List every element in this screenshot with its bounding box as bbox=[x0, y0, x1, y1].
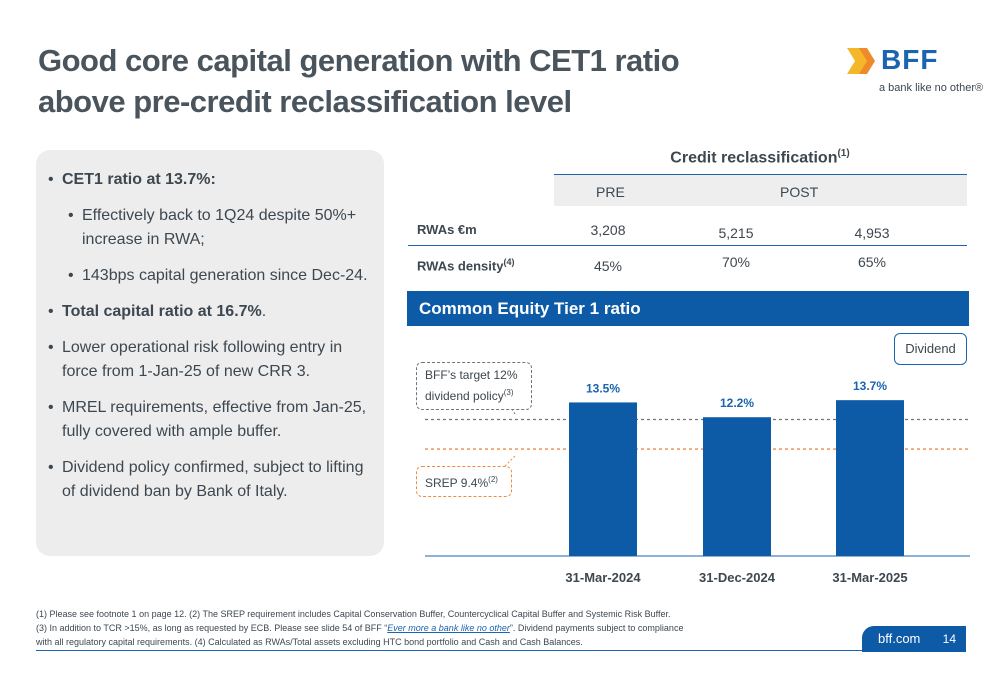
bullet-total-capital: Total capital ratio at 16.7%. bbox=[46, 300, 376, 324]
cet1-chart-svg: 13.5% 31-Mar-2024 12.2% 31-Dec-2024 13.7% 31-… bbox=[425, 379, 970, 585]
cell-rwas-post-mar: 4,953 bbox=[854, 225, 890, 241]
x-tick-31-Mar-2024: 31-Mar-2024 bbox=[565, 570, 641, 585]
cell-rwas-post-dec: 5,215 bbox=[718, 225, 754, 241]
footer-site-link[interactable]: bff.com bbox=[878, 631, 921, 646]
bullet-mrel: MREL requirements, effective from Jan-25… bbox=[46, 396, 376, 444]
cell-density-post-mar: 65% bbox=[857, 254, 887, 270]
title-line-2: above pre-credit reclassification level bbox=[38, 84, 572, 119]
title-line-1: Good core capital generation with CET1 r… bbox=[38, 43, 680, 78]
x-tick-31-Dec-2024: 31-Dec-2024 bbox=[699, 570, 776, 585]
cell-rwas-pre: 3,208 bbox=[590, 222, 626, 238]
data-label-31-Dec-2024: 12.2% bbox=[720, 396, 754, 410]
section-band-cet1: Common Equity Tier 1 ratio bbox=[407, 291, 969, 326]
footer-rule bbox=[36, 650, 966, 651]
bar-31-Mar-2024 bbox=[569, 402, 637, 556]
bff-logo: BFF a bank like no other® bbox=[845, 44, 983, 104]
legend-dividend: Dividend bbox=[894, 333, 967, 365]
cell-density-pre: 45% bbox=[593, 258, 623, 274]
table-row-rule bbox=[408, 245, 967, 246]
bff-logo-mark-icon bbox=[847, 48, 875, 74]
bullet-cet1: CET1 ratio at 13.7%: bbox=[46, 168, 376, 192]
bar-31-Dec-2024 bbox=[703, 417, 771, 556]
bullet-dividend-policy: Dividend policy confirmed, subject to li… bbox=[46, 456, 376, 504]
table-title: Credit reclassification(1) bbox=[670, 148, 850, 167]
bullet-cet1-back-to-1q24: Effectively back to 1Q24 despite 50%+ in… bbox=[66, 204, 376, 252]
logo-tagline: a bank like no other® bbox=[879, 82, 984, 94]
x-tick-31-Mar-2025: 31-Mar-2025 bbox=[832, 570, 907, 585]
cell-density-post-dec: 70% bbox=[721, 254, 751, 270]
row-label-rwas-density: RWAs density(4) bbox=[417, 257, 515, 274]
footnote-link-ever-more[interactable]: Ever more a bank like no other bbox=[387, 623, 510, 633]
cet1-bar-chart: 13.5% 31-Mar-2024 12.2% 31-Dec-2024 13.7% 31-… bbox=[395, 330, 975, 600]
data-label-31-Mar-2024: 13.5% bbox=[586, 381, 620, 395]
column-header-post: POST bbox=[780, 184, 819, 200]
column-header-pre: PRE bbox=[596, 184, 625, 200]
page-title: Good core capital generation with CET1 r… bbox=[38, 40, 758, 122]
table-top-rule bbox=[554, 174, 967, 175]
bullet-operational-risk: Lower operational risk following entry i… bbox=[46, 336, 376, 384]
row-label-rwas: RWAs €m bbox=[417, 222, 477, 237]
highlights-list: CET1 ratio at 13.7%: Effectively back to… bbox=[46, 168, 376, 516]
callout-dividend-target: BFF’s target 12% dividend policy(3) bbox=[416, 362, 532, 410]
page-number: 14 bbox=[942, 632, 956, 646]
logo-brand: BFF bbox=[881, 44, 939, 75]
footnote-line-2: (3) In addition to TCR >15%, as long as … bbox=[36, 623, 684, 633]
footnote-line-3: with all regulatory capital requirements… bbox=[36, 637, 583, 647]
data-label-31-Mar-2025: 13.7% bbox=[853, 379, 887, 393]
bullet-cet1-capital-generation: 143bps capital generation since Dec-24. bbox=[66, 264, 376, 288]
bar-31-Mar-2025 bbox=[836, 400, 904, 556]
table-header-band bbox=[554, 175, 967, 206]
srep-callout-connector bbox=[504, 455, 516, 467]
callout-srep: SREP 9.4%(2) bbox=[416, 466, 512, 497]
footnotes: (1) Please see footnote 1 on page 12. (2… bbox=[36, 607, 726, 649]
footnote-line-1: (1) Please see footnote 1 on page 12. (2… bbox=[36, 609, 671, 619]
footer-pill: bff.com 14 bbox=[862, 626, 966, 652]
